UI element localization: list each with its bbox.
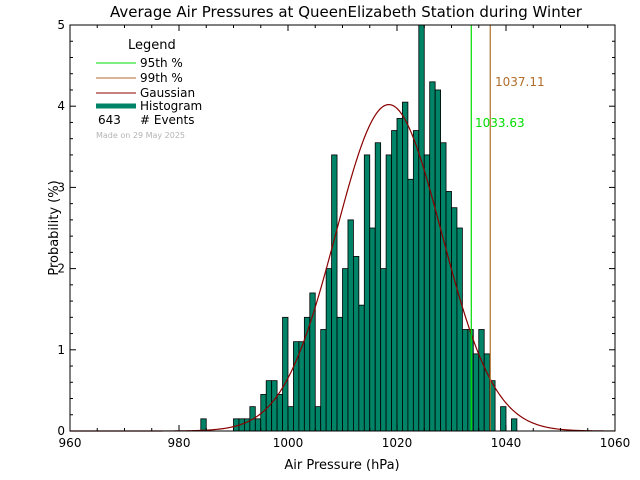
percentile-95-label: 1033.63 [475,116,525,130]
histogram-bar [331,154,338,432]
histogram-bar [391,130,398,432]
y-tick-label: 0 [57,424,65,438]
y-tick-label: 5 [57,18,65,32]
histogram-bar [456,227,463,432]
histogram-bar [483,353,491,432]
histogram-bar [472,353,480,432]
legend-label-gaussian: Gaussian [140,86,195,100]
histogram-bar [500,406,507,432]
legend-events-label: # Events [140,113,195,127]
histogram-bar [434,89,441,432]
histogram-bar [352,256,360,432]
x-tick-label: 980 [168,436,191,450]
axes: 960 980 1000 1020 1040 1060 0 1 2 3 4 5 [57,18,630,450]
histogram-bars [200,24,518,432]
legend: Legend 95th % 99th % Gaussian Histogram … [96,38,202,140]
histogram-bar [429,81,436,432]
legend-label-histogram: Histogram [140,99,202,113]
made-on-note: Made on 29 May 2025 [96,131,185,140]
histogram-bar [309,292,316,432]
histogram-bar [511,418,518,432]
histogram-bar [336,316,343,432]
x-tick-label: 1040 [491,436,522,450]
histogram-bar [303,316,311,432]
y-tick-label: 3 [57,180,65,194]
histogram-bar [347,219,354,432]
histogram-bar [369,227,376,432]
histogram-bar [342,268,349,432]
y-axis-label: Probability (%) [47,180,62,275]
y-tick-label: 2 [57,262,65,276]
histogram-bar [271,380,278,432]
histogram-bar [325,268,332,432]
histogram-bar [363,154,371,432]
histogram-bar [396,117,403,432]
x-axis-label: Air Pressure (hPa) [284,458,399,473]
histogram-bar [314,406,322,432]
histogram-bar [276,394,283,432]
x-tick-label: 1000 [273,436,304,450]
histogram-bar [320,329,327,432]
histogram-bar [298,341,305,432]
percentile-99-label: 1037.11 [495,75,545,89]
y-tick-label: 1 [57,343,65,357]
histogram-bar [287,406,294,432]
y-tick-label: 4 [57,99,65,113]
histogram-bar [374,142,382,432]
legend-title: Legend [128,38,176,53]
legend-label-99th: 99th % [140,71,183,85]
histogram-bar [254,418,262,432]
histogram-bar [478,329,485,432]
x-tick-label: 1020 [382,436,413,450]
x-tick-label: 960 [59,436,82,450]
legend-label-95th: 95th % [140,56,183,70]
histogram-bar [461,329,469,432]
chart-title: Average Air Pressures at QueenElizabeth … [110,3,583,21]
histogram-bar [407,178,414,432]
histogram-bar [385,154,392,432]
histogram-bar [380,268,387,432]
legend-events-count: 643 [98,113,121,127]
histogram-bar [467,329,474,432]
histogram-bar [445,191,452,432]
histogram-bar [200,418,207,432]
histogram-bar [451,207,458,432]
histogram-bar [412,130,420,432]
histogram-bar [282,316,289,432]
histogram-bar [418,24,425,432]
histogram-bar [358,304,365,432]
histogram-bar [440,142,447,432]
percentile-lines [470,25,491,431]
histogram-bar [402,101,409,432]
x-tick-label: 1060 [600,436,631,450]
histogram-bar [423,154,431,432]
